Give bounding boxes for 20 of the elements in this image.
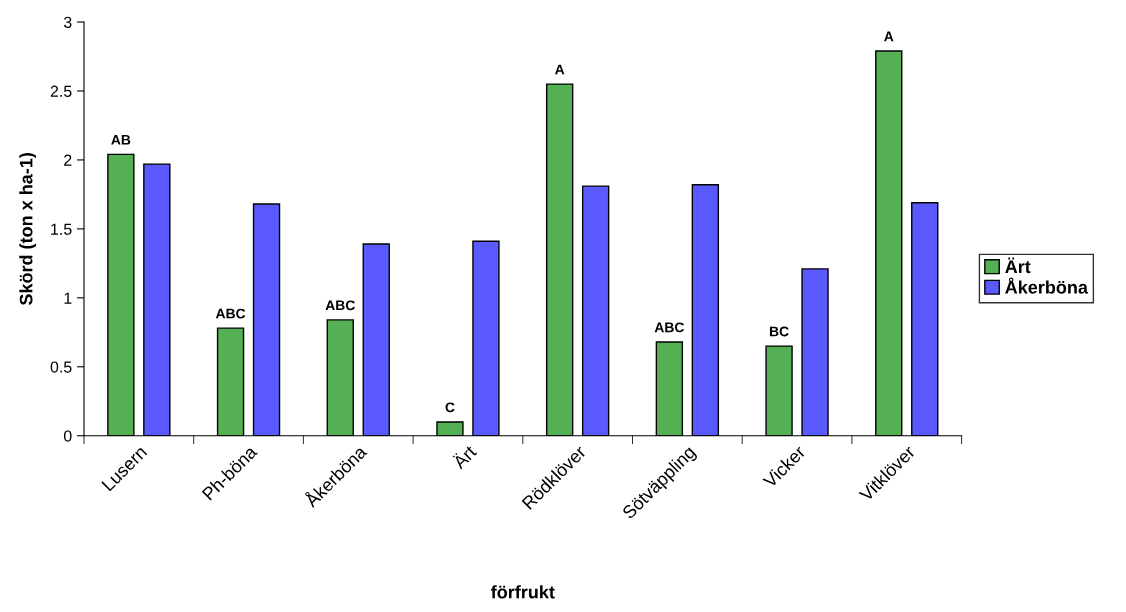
annotation: AB — [111, 135, 131, 145]
annotation: A — [884, 31, 894, 42]
y-tick-label: 0.5 — [50, 361, 72, 373]
annotation: A — [554, 64, 565, 75]
y-tick-label: 2 — [64, 154, 72, 166]
x-axis-title: förfrukt — [491, 585, 555, 599]
y-tick-label: 1.5 — [51, 223, 72, 235]
y-tick-label: 2.5 — [50, 85, 72, 97]
annotation: ABC — [325, 300, 355, 311]
annotation: C — [445, 402, 455, 413]
y-tick-label: 1 — [64, 292, 72, 304]
annotation: ABC — [654, 322, 685, 333]
y-tick-label: 0 — [63, 430, 72, 442]
y-tick-label: 3 — [63, 16, 72, 28]
legend-label: Ärt — [1005, 257, 1031, 274]
annotation: ABC — [215, 308, 246, 319]
y-axis-title: Skörd (ton x ha-1) — [19, 153, 37, 306]
x-tick-label: Ärt — [450, 442, 478, 470]
annotation: BC — [769, 326, 789, 337]
legend-label: Åkerböna — [1005, 277, 1089, 294]
